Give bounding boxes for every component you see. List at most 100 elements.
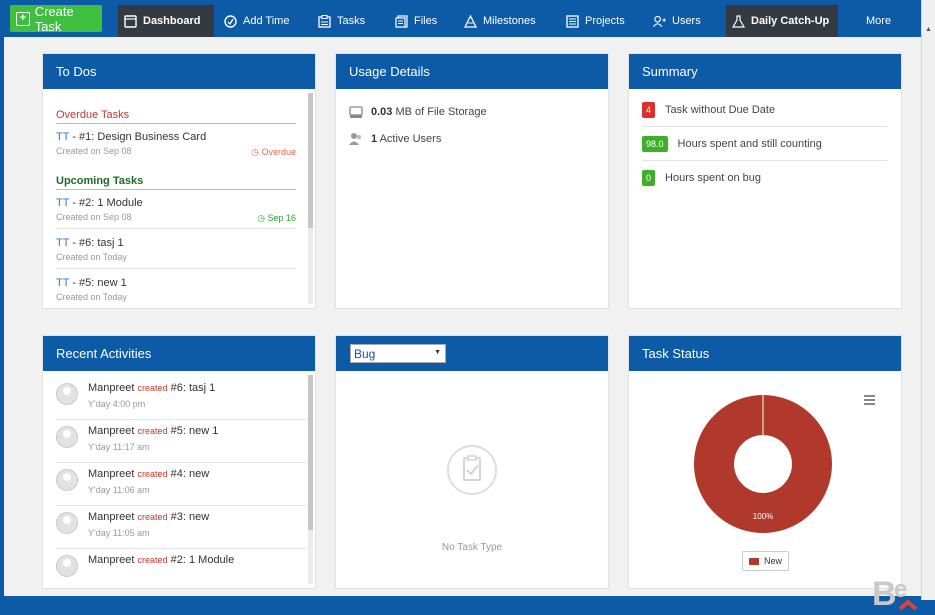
scroll-thumb[interactable] [308, 375, 313, 530]
clipboard-check-icon [447, 445, 497, 495]
task-title[interactable]: #5: new 1 [79, 277, 127, 289]
count-badge: 98.0 [642, 135, 668, 152]
nav-daily-catch-up[interactable]: Daily Catch-Up [726, 5, 838, 37]
avatar [56, 469, 78, 491]
usage-title: Usage Details [336, 54, 608, 89]
avatar [56, 512, 78, 534]
activity-item[interactable]: Manpreet created #2: 1 Module [56, 549, 311, 588]
activity-time: Y'day 11:05 am [88, 528, 150, 538]
todo-item[interactable]: TT - #2: 1 Module Created on Sep 08 ◷ Se… [56, 197, 296, 229]
activity-user: Manpreet [88, 511, 135, 523]
summary-text: Task without Due Date [665, 103, 776, 116]
activity-target[interactable]: #2: 1 Module [170, 554, 235, 566]
todos-title: To Dos [43, 54, 315, 89]
activity-target[interactable]: #5: new 1 [170, 425, 219, 437]
chart-legend[interactable]: New [742, 551, 790, 571]
storage-value: 0.03 [371, 106, 393, 118]
task-title[interactable]: #1: Design Business Card [79, 131, 207, 143]
nav-files-label: Files [414, 15, 438, 27]
due-date-badge: ◷ Sep 16 [257, 213, 296, 223]
task-type-select[interactable]: Bug ▼ [350, 344, 446, 363]
task-status-chart: 100% [693, 395, 832, 533]
activity-time: Y'day 11:17 am [88, 442, 150, 452]
dashboard-icon [124, 14, 137, 28]
add-user-icon [653, 15, 666, 28]
milestone-icon [464, 14, 477, 28]
activity-target[interactable]: #6: tasj 1 [170, 382, 216, 394]
summary-row[interactable]: 0 Hours spent on bug [642, 161, 887, 195]
activity-item[interactable]: Manpreet created #4: new Y'day 11:06 am [56, 463, 311, 506]
project-code[interactable]: TT [56, 197, 70, 209]
task-created: Created on Sep 08 [56, 212, 132, 222]
nav-users[interactable]: Users [647, 5, 707, 37]
project-code[interactable]: TT [56, 131, 70, 143]
empty-state-text: No Task Type [441, 542, 503, 553]
chart-menu-icon[interactable] [864, 395, 875, 405]
avatar [56, 383, 78, 405]
activity-target[interactable]: #3: new [170, 511, 210, 523]
svg-text:B: B [872, 575, 897, 613]
summary-text: Hours spent on bug [665, 172, 762, 184]
task-type-panel: Bug ▼ No Task Type [335, 335, 609, 589]
task-title[interactable]: #2: 1 Module [79, 197, 143, 209]
scroll-up-arrow-icon[interactable]: ▲ [925, 26, 932, 33]
nav-users-label: Users [672, 15, 701, 27]
top-navigation-bar: + Create Task Dashboard Add Time Tasks F… [0, 0, 935, 37]
storage-row: 0.03 MB of File Storage [349, 105, 487, 119]
avatar [56, 555, 78, 577]
activity-item[interactable]: Manpreet created #6: tasj 1 Y'day 4:00 p… [56, 377, 311, 420]
task-status-panel: Task Status 100% New [628, 335, 902, 589]
todo-item[interactable]: TT - #6: tasj 1 Created on Today [56, 237, 296, 269]
task-created: Created on Today [56, 252, 127, 262]
activities-body: Manpreet created #6: tasj 1 Y'day 4:00 p… [43, 371, 315, 588]
task-type-body: No Task Type [336, 371, 608, 588]
clock-icon: ◷ [251, 147, 259, 157]
summary-row[interactable]: 4 Task without Due Date [642, 93, 887, 127]
todo-item[interactable]: TT - #5: new 1 Created on Today [56, 277, 296, 302]
activities-title: Recent Activities [43, 336, 315, 371]
activity-target[interactable]: #4: new [170, 468, 210, 480]
project-code[interactable]: TT [56, 237, 70, 249]
nav-more[interactable]: More [860, 5, 897, 37]
project-code[interactable]: TT [56, 277, 70, 289]
users-value: 1 [371, 133, 378, 145]
behance-logo: B e [872, 575, 918, 613]
upcoming-heading: Upcoming Tasks [56, 175, 296, 190]
legend-swatch [749, 557, 759, 565]
pie-slice-new[interactable] [693, 395, 832, 533]
nav-add-time[interactable]: Add Time [218, 5, 295, 37]
todo-item[interactable]: TT - #1: Design Business Card Created on… [56, 131, 296, 157]
nav-dashboard[interactable]: Dashboard [118, 5, 214, 37]
task-status-title: Task Status [629, 336, 901, 371]
nav-tasks-label: Tasks [337, 15, 366, 27]
count-badge: 4 [642, 101, 656, 118]
activity-time: Y'day 11:06 am [88, 485, 150, 495]
activities-scrollbar[interactable] [308, 375, 313, 584]
activity-item[interactable]: Manpreet created #3: new Y'day 11:05 am [56, 506, 311, 549]
nav-files[interactable]: Files [389, 5, 443, 37]
task-title[interactable]: #6: tasj 1 [79, 237, 124, 249]
legend-label: New [764, 556, 783, 566]
page-scrollbar[interactable]: ▲ [921, 0, 935, 600]
nav-milestones-label: Milestones [483, 15, 536, 27]
flask-icon [732, 14, 745, 28]
create-task-label: Create Task [34, 3, 74, 34]
create-task-button[interactable]: + Create Task [10, 3, 102, 34]
nav-milestones[interactable]: Milestones [458, 5, 542, 37]
summary-row[interactable]: 98.0 Hours spent and still counting [642, 127, 887, 161]
nav-daily-catch-up-label: Daily Catch-Up [751, 15, 830, 27]
chevron-down-icon: ▼ [434, 349, 441, 356]
nav-tasks[interactable]: Tasks [312, 5, 371, 37]
activities-panel: Recent Activities Manpreet created #6: t… [42, 335, 316, 589]
activity-time: Y'day 4:00 pm [88, 399, 146, 409]
summary-text: Hours spent and still counting [677, 137, 822, 150]
task-type-value: Bug [354, 346, 376, 361]
activity-item[interactable]: Manpreet created #5: new 1 Y'day 11:17 a… [56, 420, 311, 463]
nav-projects[interactable]: Projects [560, 5, 631, 37]
files-icon [395, 14, 408, 28]
todos-scrollbar[interactable] [308, 93, 313, 304]
hard-drive-icon [349, 105, 363, 119]
usage-panel: Usage Details 0.03 MB of File Storage 1 … [335, 53, 609, 309]
clock-icon [224, 14, 237, 28]
scroll-thumb[interactable] [308, 93, 313, 228]
